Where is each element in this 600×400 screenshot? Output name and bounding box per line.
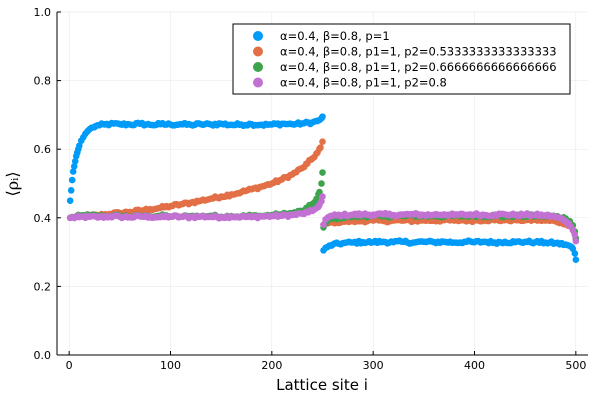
legend-label: α=0.4, β=0.8, p=1 <box>280 29 390 43</box>
data-point <box>319 138 326 145</box>
series-4 <box>66 193 580 245</box>
data-point <box>68 176 76 184</box>
data-points <box>66 113 580 263</box>
legend-label: α=0.4, β=0.8, p1=1, p2=0.8 <box>280 76 447 90</box>
x-tick-label: 400 <box>464 359 485 372</box>
legend-box <box>232 23 571 95</box>
x-tick-label: 100 <box>160 359 181 372</box>
x-tick-label: 0 <box>66 359 73 372</box>
data-point <box>319 193 326 200</box>
x-tick-label: 300 <box>363 359 384 372</box>
data-point <box>571 231 579 239</box>
data-point <box>319 113 326 120</box>
y-tick-label: 1.0 <box>34 6 52 19</box>
data-point <box>75 142 83 150</box>
y-tick-label: 0.0 <box>34 349 52 362</box>
legend-marker <box>253 31 263 41</box>
y-tick-label: 0.8 <box>34 75 52 88</box>
data-point <box>320 221 327 228</box>
data-point <box>317 144 324 151</box>
data-point <box>70 163 78 170</box>
legend-marker <box>253 46 263 57</box>
data-point <box>571 250 579 257</box>
x-tick-label: 500 <box>565 359 586 372</box>
data-point <box>572 256 580 263</box>
data-point <box>66 197 74 204</box>
legend-label: α=0.4, β=0.8, p1=1, p2=0.666666666666666… <box>280 60 557 74</box>
data-point <box>69 168 77 175</box>
y-axis-label: ⟨ρᵢ⟩ <box>3 171 22 196</box>
data-point <box>318 180 325 187</box>
legend-marker <box>253 77 263 88</box>
series-1 <box>66 113 580 263</box>
data-point <box>569 226 577 234</box>
data-point <box>71 157 79 165</box>
legend-marker <box>253 62 263 72</box>
x-axis-label: Lattice site i <box>276 376 368 394</box>
axes <box>56 11 588 356</box>
x-tick-label: 200 <box>261 359 282 372</box>
y-tick-label: 0.4 <box>34 212 52 225</box>
legend-label: α=0.4, β=0.8, p1=1, p2=0.533333333333333… <box>280 45 557 59</box>
data-point <box>67 187 75 194</box>
data-point <box>572 237 580 245</box>
y-tick-label: 0.2 <box>34 280 52 293</box>
tick-labels: 0 100 200 300 400 500 0.0 0.2 0.4 0.6 0.8 1.0 <box>34 6 587 372</box>
y-tick-label: 0.6 <box>34 143 52 156</box>
data-point <box>319 169 326 176</box>
legend: α=0.4, β=0.8, p=1 α=0.4, β=0.8, p1=1, p2=… <box>232 23 571 95</box>
